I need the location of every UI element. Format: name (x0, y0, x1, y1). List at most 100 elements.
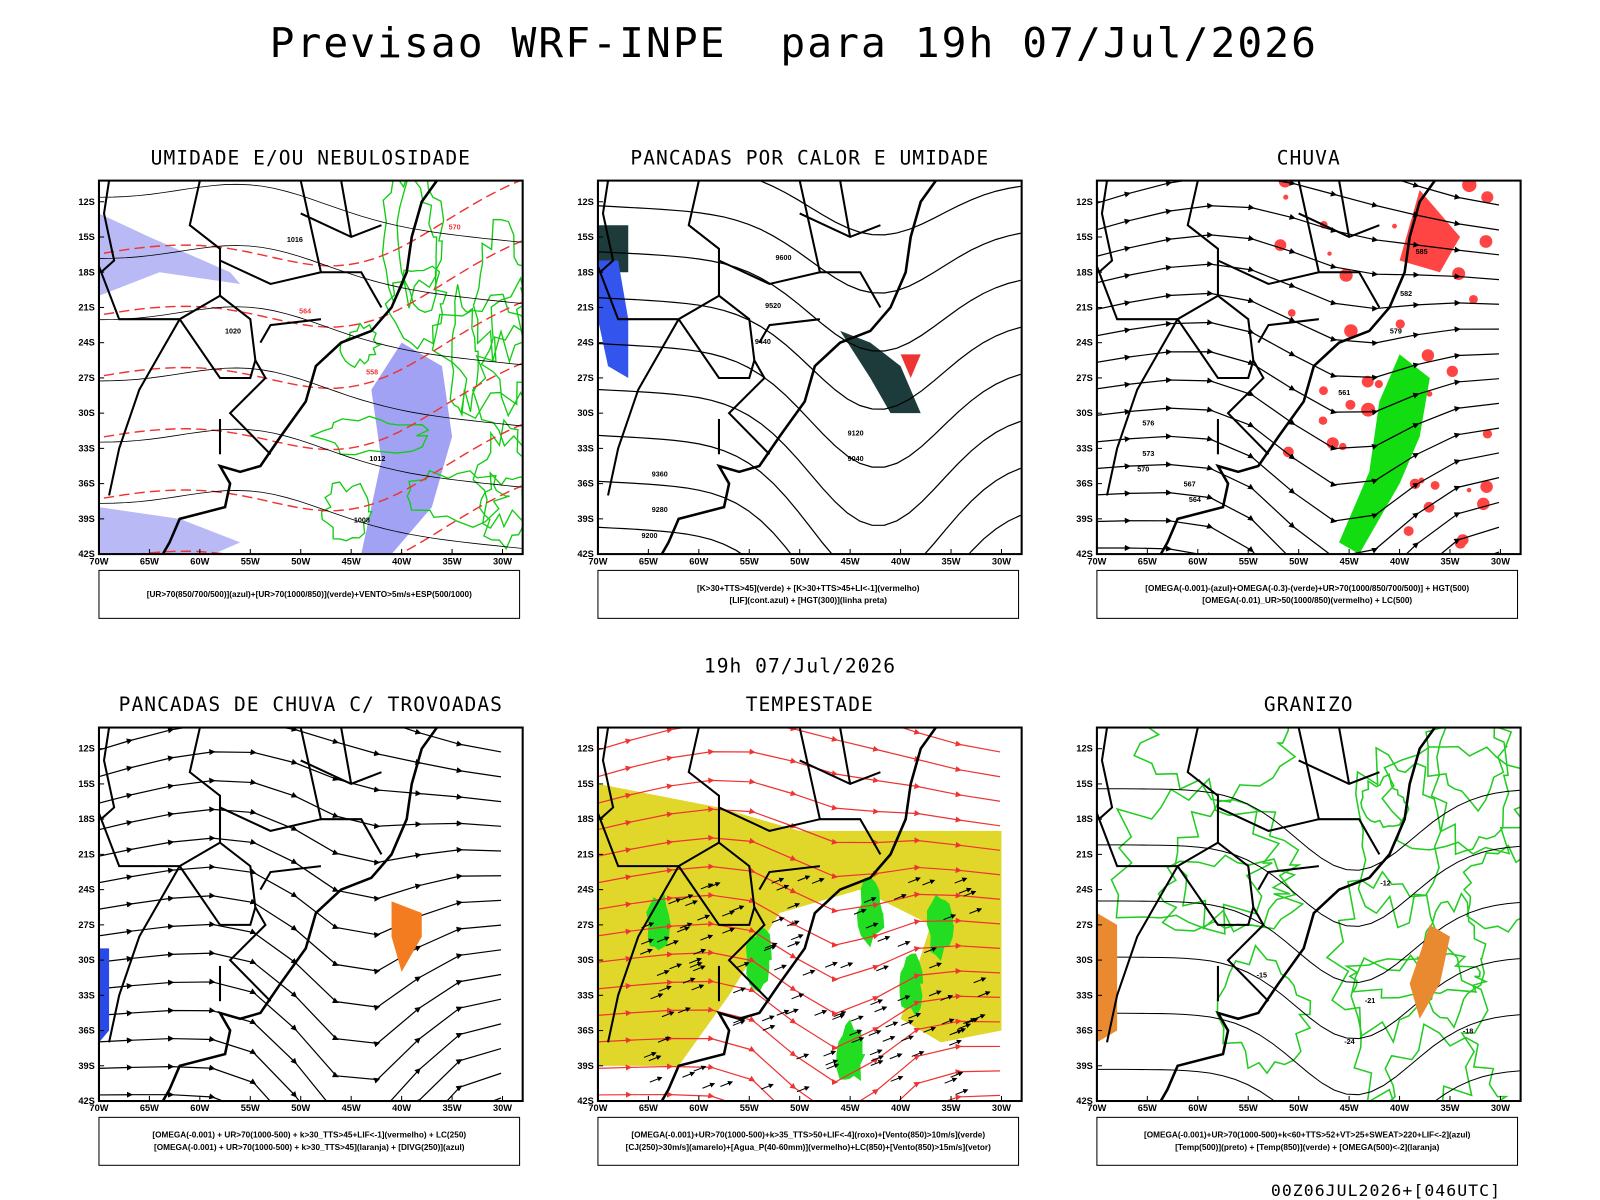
lon-label: 45W (841, 556, 860, 566)
lat-label: 27S (577, 373, 593, 383)
green-contour (478, 470, 523, 551)
legend-box (98, 569, 521, 619)
lat-label: 18S (78, 814, 94, 824)
contour-label: -21 (1365, 997, 1375, 1005)
streamline (98, 806, 502, 866)
map-panel: TEMPESTADE 12S 15S 18S 21S 24S 27S 30S 33S 36S 39S… (577, 693, 1023, 1166)
lat-label: 42S (1076, 1096, 1092, 1106)
lon-label: 40W (891, 1103, 910, 1113)
coastline (1159, 727, 1436, 1102)
border (108, 865, 181, 1043)
wind-vector (689, 961, 703, 968)
wind-vector (814, 1009, 828, 1016)
wind-vector (954, 877, 968, 884)
streamline (98, 777, 502, 829)
lat-label: 12S (1076, 744, 1092, 754)
wind-vector (669, 963, 683, 970)
lat-label: 30S (577, 408, 593, 418)
wind-vector (924, 947, 937, 954)
border (607, 318, 680, 496)
lon-label: 50W (291, 1103, 310, 1113)
lat-label: 42S (78, 1096, 94, 1106)
wind-vector (786, 920, 800, 927)
green-contour (320, 481, 373, 542)
rain-dot (1421, 349, 1435, 362)
wind-vector (640, 948, 653, 955)
wind-vector (720, 1080, 734, 1087)
border (1098, 180, 1114, 274)
wind-vector (676, 926, 690, 933)
wind-vector (787, 902, 801, 909)
lon-label: 45W (342, 556, 361, 566)
wind-vector (908, 1012, 922, 1019)
lon-label: 65W (639, 556, 658, 566)
green-contour (472, 418, 523, 529)
lat-label: 12S (577, 197, 593, 207)
lon-label: 60W (689, 1103, 708, 1113)
wind-vector (977, 991, 991, 998)
lat-label: 30S (78, 955, 94, 965)
lat-label: 12S (1076, 197, 1092, 207)
border (1338, 180, 1351, 238)
lon-label: 55W (740, 556, 759, 566)
lon-label: 40W (1390, 1103, 1409, 1113)
legend-box (1096, 1116, 1519, 1166)
lon-label: 55W (241, 556, 260, 566)
temp500-contour (1096, 844, 1520, 927)
legend-text: [Temp(500)](preto) + [Temp(850)](verde) … (1175, 1143, 1440, 1152)
rain-dot (1466, 487, 1472, 493)
lon-label: 65W (1138, 556, 1157, 566)
legend-text: [OMEGA(-0.01)_UR>50(1000/850)(vermelho) … (1202, 596, 1412, 605)
border (188, 727, 272, 1002)
wind-vector (771, 917, 785, 923)
map-panel: GRANIZO -12 -15 -18 -21 -24 12S 15S 18S 21S 24S 27S… (1076, 693, 1522, 1166)
wind-vector (733, 1017, 747, 1024)
border (718, 806, 821, 832)
lon-label: 50W (1289, 556, 1308, 566)
humidity-shade (98, 213, 241, 296)
wind-vector (648, 1055, 662, 1062)
map-area: 1016 1020 1012 1008 570 564 558 (98, 180, 523, 555)
temp850-contour (1133, 727, 1297, 803)
wind-vector (889, 1053, 903, 1060)
wind-vector (722, 927, 736, 934)
wind-vector (761, 1015, 775, 1022)
lon-label: 50W (291, 556, 310, 566)
legend-text: [CJ(250)>30m/s](amarelo)+[Agua_P(40-60mm… (626, 1143, 991, 1152)
lon-label: 55W (1239, 1103, 1258, 1113)
temp850-contour (1344, 952, 1489, 999)
lat-label: 27S (577, 920, 593, 930)
border (299, 180, 383, 308)
temp500-contour (1096, 900, 1520, 983)
lat-label: 33S (577, 990, 593, 1000)
lon-label: 60W (689, 556, 708, 566)
map-area: -12 -15 -18 -21 -24 (1096, 727, 1521, 1102)
wind-vector (890, 1075, 904, 1082)
wind-vector (640, 938, 654, 945)
wind-vector (840, 962, 854, 969)
streamline (597, 1063, 1001, 1102)
lon-label: 60W (1188, 556, 1207, 566)
panel-title: GRANIZO (1264, 693, 1354, 716)
wind-vector (940, 994, 954, 1001)
wind-vector (776, 1009, 790, 1016)
lat-label: 18S (78, 267, 94, 277)
rain-dot (1452, 267, 1466, 281)
wind-vector (929, 962, 942, 969)
temp500-contour (1096, 1068, 1520, 1102)
wind-vector (823, 1050, 837, 1057)
lat-label: 39S (577, 1061, 593, 1071)
lon-label: 60W (190, 556, 209, 566)
wind-vector (791, 993, 805, 1000)
green-contour (449, 284, 479, 418)
map-panel: PANCADAS POR CALOR E UMIDADE 9600 9520 9440… (577, 146, 1023, 619)
wind-vector (900, 1019, 914, 1026)
isobar (98, 489, 522, 549)
contour-label: 9360 (652, 471, 668, 479)
lat-label: 39S (577, 514, 593, 524)
lon-label: 35W (941, 556, 960, 566)
wind-vector (885, 1021, 899, 1028)
contour-label: 567 (1184, 481, 1196, 489)
wind-vector (851, 1037, 865, 1044)
